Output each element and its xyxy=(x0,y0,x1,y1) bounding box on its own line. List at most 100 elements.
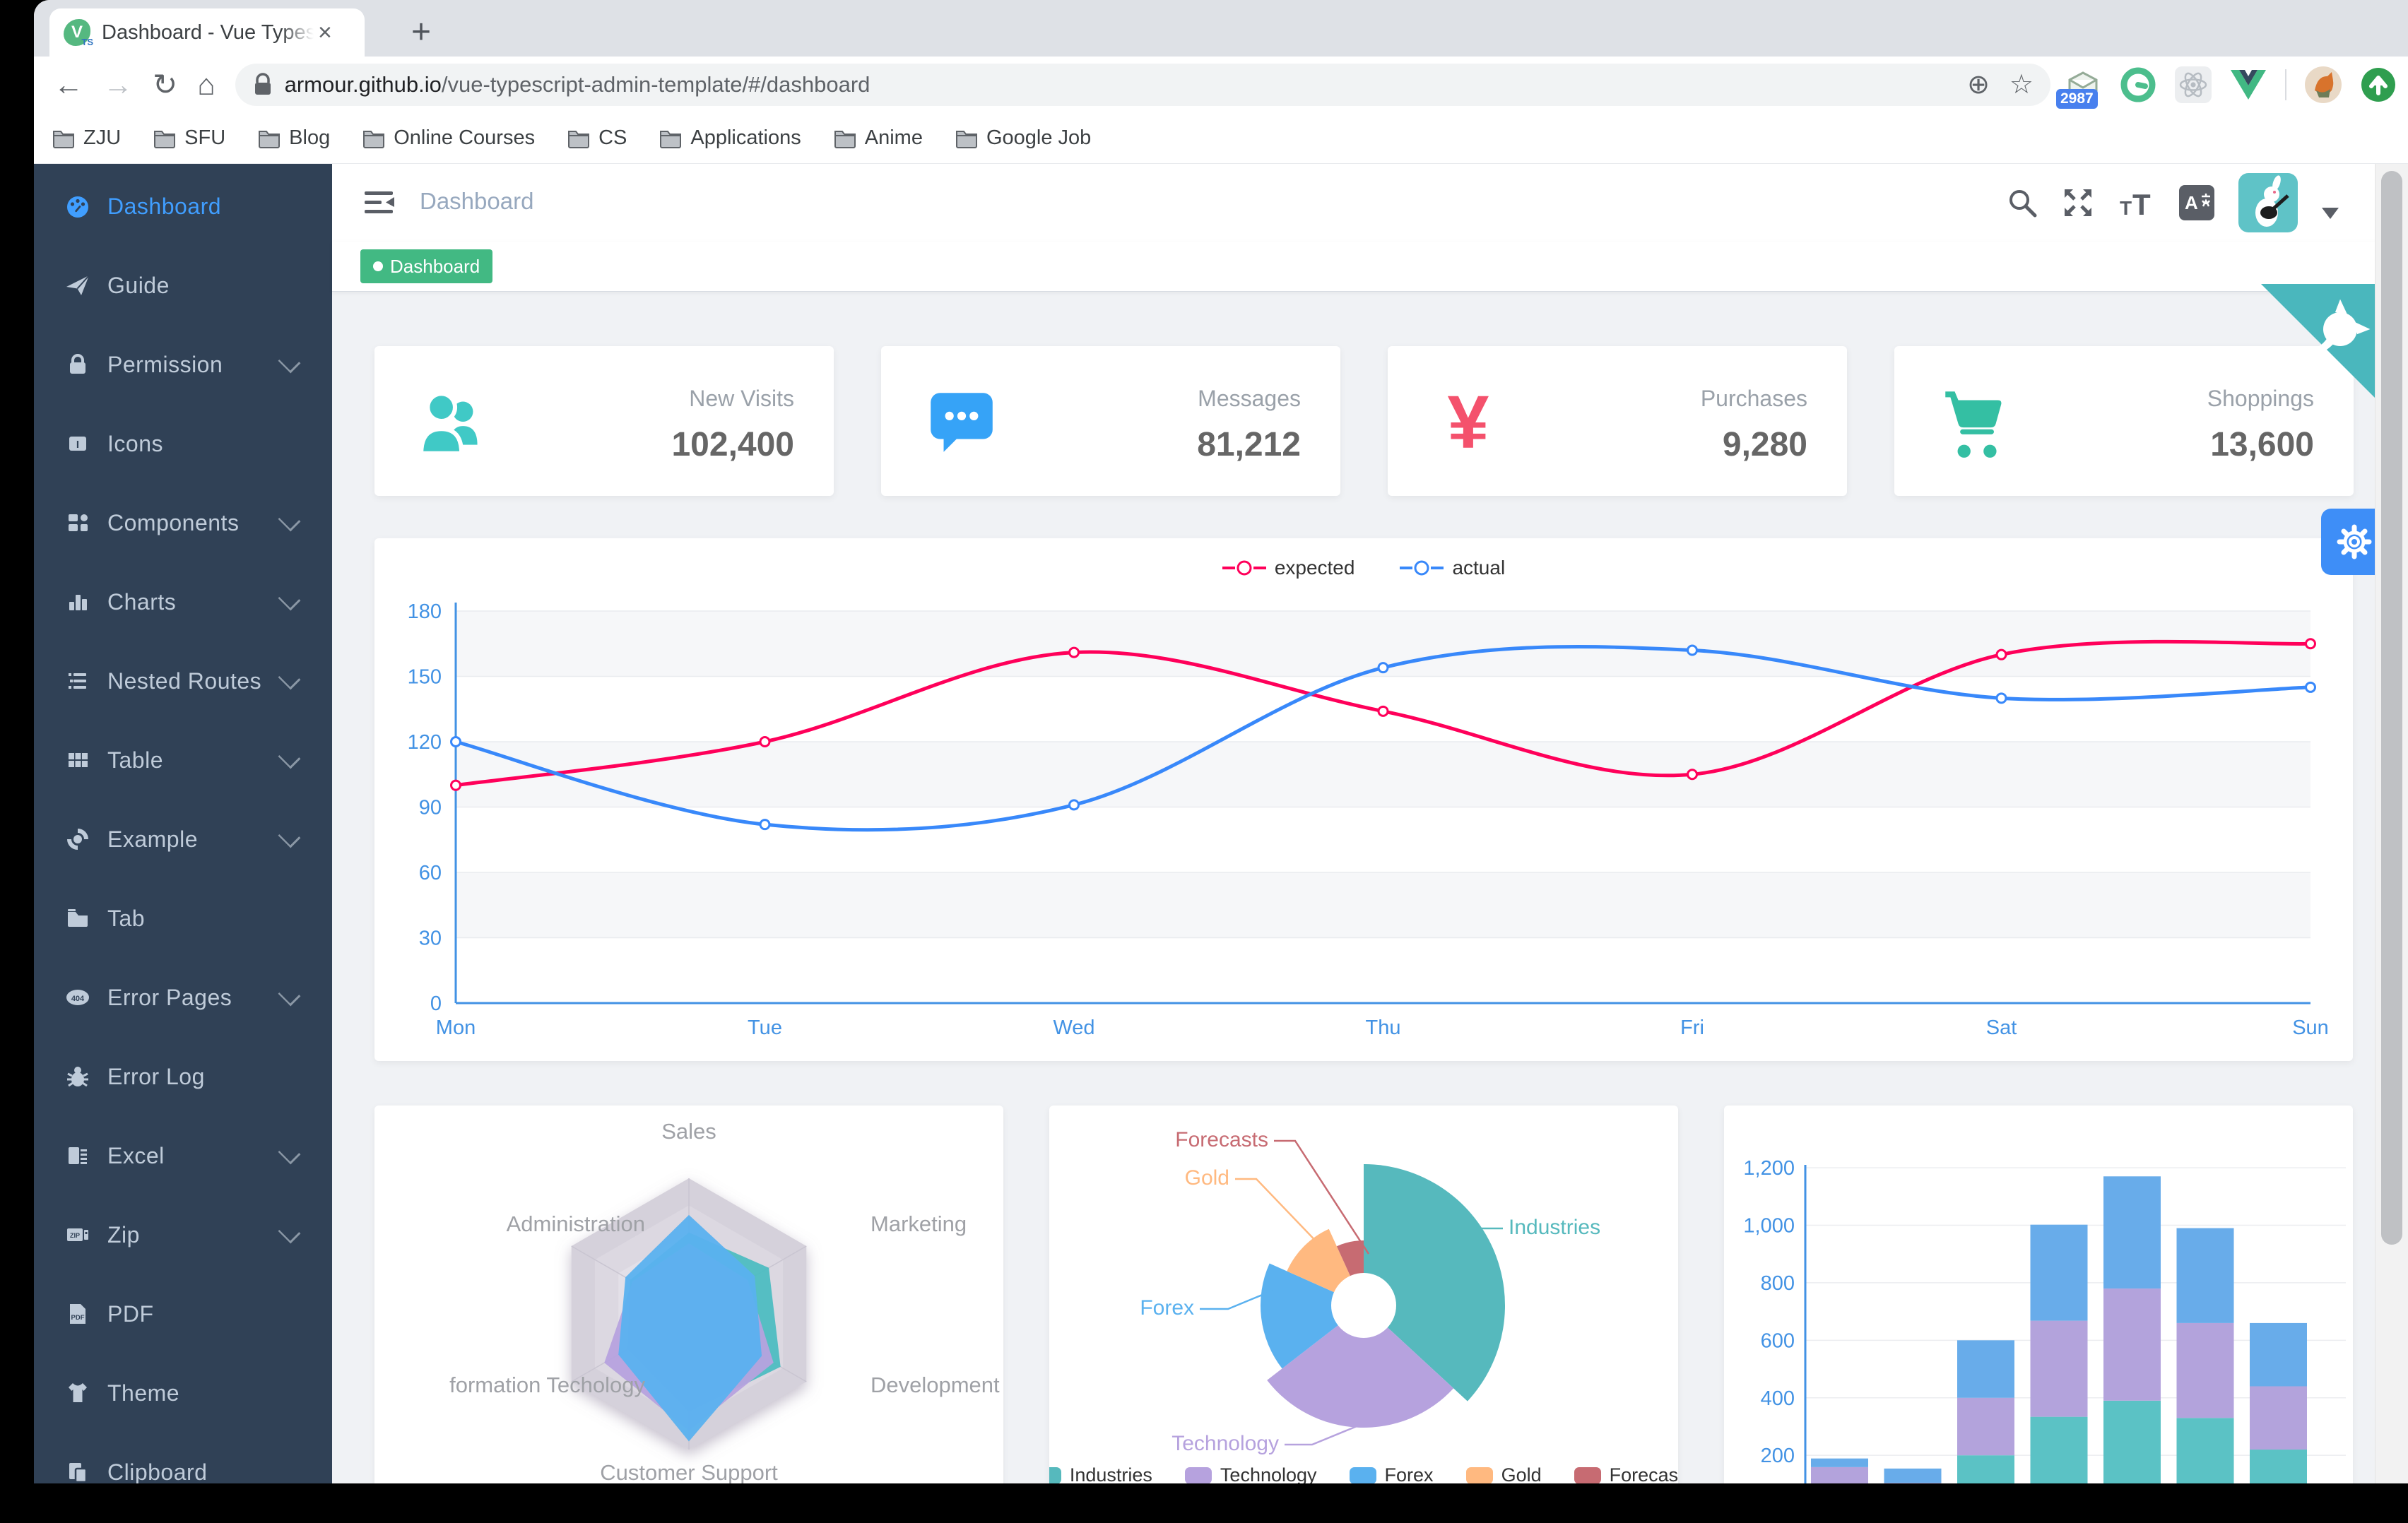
radar-chart-card: Sales Marketing Development Customer Suppor… xyxy=(374,1106,1003,1483)
user-avatar[interactable] xyxy=(2238,173,2298,232)
bookmark-item[interactable]: ZJU xyxy=(52,126,121,150)
sidebar-item-dashboard[interactable]: Dashboard xyxy=(34,167,332,246)
page-scrollbar[interactable] xyxy=(2375,164,2408,1483)
reload-icon[interactable]: ↻ xyxy=(153,68,178,101)
sidebar-item-guide[interactable]: Guide xyxy=(34,246,332,325)
folder-icon xyxy=(955,130,977,148)
sidebar-item-tab[interactable]: Tab xyxy=(34,879,332,958)
back-icon[interactable]: ← xyxy=(54,68,83,101)
table-icon xyxy=(64,746,92,774)
breadcrumb[interactable]: Dashboard xyxy=(420,188,534,214)
translate-icon[interactable]: A xyxy=(2179,185,2214,220)
svg-text:120: 120 xyxy=(408,731,442,754)
sidebar-item-components[interactable]: Components xyxy=(34,483,332,562)
sidebar-item-label: Dashboard xyxy=(107,193,222,219)
tag-dashboard[interactable]: Dashboard xyxy=(360,249,493,283)
svg-text:30: 30 xyxy=(419,928,442,950)
add-circle-icon[interactable]: ⊕ xyxy=(1967,70,1990,100)
sidebar-item-error-pages[interactable]: 404 Error Pages xyxy=(34,958,332,1037)
sidebar-item-icons[interactable]: I Icons xyxy=(34,404,332,483)
mail-extension-icon[interactable]: 2987 xyxy=(2056,66,2101,109)
pie-legend-item[interactable]: Gold xyxy=(1465,1464,1542,1483)
bookmark-item[interactable]: Online Courses xyxy=(362,126,535,150)
sidebar-item-error-log[interactable]: Error Log xyxy=(34,1037,332,1116)
url-host: armour.github.io xyxy=(284,72,442,97)
svg-text:600: 600 xyxy=(1761,1329,1795,1352)
sidebar-item-label: Components xyxy=(107,509,240,535)
folder-icon xyxy=(53,130,74,148)
tab-icon xyxy=(64,904,92,932)
forward-icon[interactable]: → xyxy=(103,68,133,101)
tab-strip: VTS Dashboard - Vue Typescript Ad × + xyxy=(34,0,2408,57)
bookmark-item[interactable]: Anime xyxy=(834,126,923,150)
stat-value: 13,600 xyxy=(2210,426,2314,463)
url-bar[interactable]: armour.github.io/vue-typescript-admin-te… xyxy=(235,64,2050,106)
legend-item-actual[interactable]: actual xyxy=(1400,557,1505,579)
stat-card-messages[interactable]: Messages 81,212 xyxy=(881,346,1340,496)
components-icon xyxy=(64,509,92,537)
stat-card-shoppings[interactable]: Shoppings 13,600 xyxy=(1894,346,2354,496)
sidebar-item-label: Error Pages xyxy=(107,984,232,1010)
folder-icon xyxy=(259,130,281,148)
error-404-icon: 404 xyxy=(64,983,92,1012)
browser-tab[interactable]: VTS Dashboard - Vue Typescript Ad × xyxy=(49,8,365,57)
url-text[interactable]: armour.github.io/vue-typescript-admin-te… xyxy=(285,72,1958,97)
sidebar-item-label: Example xyxy=(107,826,198,852)
pie-legend-item[interactable]: Industries xyxy=(1049,1464,1152,1483)
bookmark-item[interactable]: SFU xyxy=(153,126,225,150)
bookmark-item[interactable]: CS xyxy=(567,126,627,150)
sidebar-item-zip[interactable]: ZIP Zip xyxy=(34,1195,332,1274)
sidebar-item-label: Icons xyxy=(107,430,163,456)
svg-text:90: 90 xyxy=(419,797,442,819)
legend-item-expected[interactable]: expected xyxy=(1222,557,1354,579)
sidebar-item-table[interactable]: Table xyxy=(34,721,332,800)
svg-text:I: I xyxy=(76,439,79,451)
bookmark-label: Online Courses xyxy=(394,126,536,149)
folder-icon xyxy=(154,130,176,148)
bookmark-label: Applications xyxy=(690,126,801,149)
svg-text:Technology: Technology xyxy=(1171,1432,1279,1455)
line-chart: 0 30 60 90 120 150 180 Mon Tue Wed Thu Fri Sat Sun xyxy=(408,600,2329,1039)
sidebar-item-clipboard[interactable]: Clipboard xyxy=(34,1433,332,1483)
sidebar-item-charts[interactable]: Charts xyxy=(34,562,332,641)
svg-text:Customer Support: Customer Support xyxy=(600,1460,778,1483)
sidebar-item-pdf[interactable]: PDF PDF xyxy=(34,1274,332,1353)
stat-title: New Visits xyxy=(689,386,794,411)
tab-close-icon[interactable]: × xyxy=(318,19,332,46)
stat-card-new-visits[interactable]: New Visits 102,400 xyxy=(374,346,834,496)
stat-card-purchases[interactable]: ¥ Purchases 9,280 xyxy=(1388,346,1847,496)
bookmark-star-icon[interactable]: ☆ xyxy=(2009,70,2034,100)
upload-extension-icon[interactable] xyxy=(2360,66,2397,103)
github-corner-link[interactable] xyxy=(2261,284,2387,410)
svg-text:Sat: Sat xyxy=(1986,1017,2017,1039)
pie-legend-item[interactable]: Forex xyxy=(1349,1464,1434,1483)
svg-text:1,000: 1,000 xyxy=(1743,1215,1795,1238)
legend-swatch-icon xyxy=(1349,1466,1376,1483)
pie-legend-item[interactable]: Forecasts xyxy=(1574,1464,1678,1483)
tag-active-dot xyxy=(373,261,383,271)
react-extension-icon[interactable] xyxy=(2175,66,2212,103)
sidebar-item-nested-routes[interactable]: Nested Routes xyxy=(34,641,332,721)
caret-down-icon[interactable] xyxy=(2322,208,2339,219)
vue-extension-icon[interactable] xyxy=(2230,66,2267,103)
pie-legend-item[interactable]: Technology xyxy=(1184,1464,1317,1483)
svg-text:formation Techology: formation Techology xyxy=(449,1373,645,1397)
sidebar-item-permission[interactable]: Permission xyxy=(34,325,332,404)
scrollbar-thumb[interactable] xyxy=(2381,171,2402,1245)
profile-avatar[interactable] xyxy=(2305,66,2342,103)
new-tab-button[interactable]: + xyxy=(411,13,432,51)
sidebar-item-example[interactable]: Example xyxy=(34,800,332,879)
chevron-down-icon xyxy=(278,746,301,769)
sidebar-item-theme[interactable]: Theme xyxy=(34,1353,332,1433)
fullscreen-icon[interactable] xyxy=(2062,186,2094,219)
bookmark-label: CS xyxy=(598,126,627,149)
sidebar-item-excel[interactable]: Excel xyxy=(34,1116,332,1195)
bookmark-item[interactable]: Applications xyxy=(659,126,801,150)
sidebar-toggle-button[interactable] xyxy=(363,187,396,222)
bookmark-item[interactable]: Google Job xyxy=(955,126,1091,150)
round-extension-icon[interactable] xyxy=(2120,66,2156,103)
home-icon[interactable]: ⌂ xyxy=(197,68,216,101)
search-icon[interactable] xyxy=(2007,187,2038,218)
bookmark-item[interactable]: Blog xyxy=(258,126,330,150)
